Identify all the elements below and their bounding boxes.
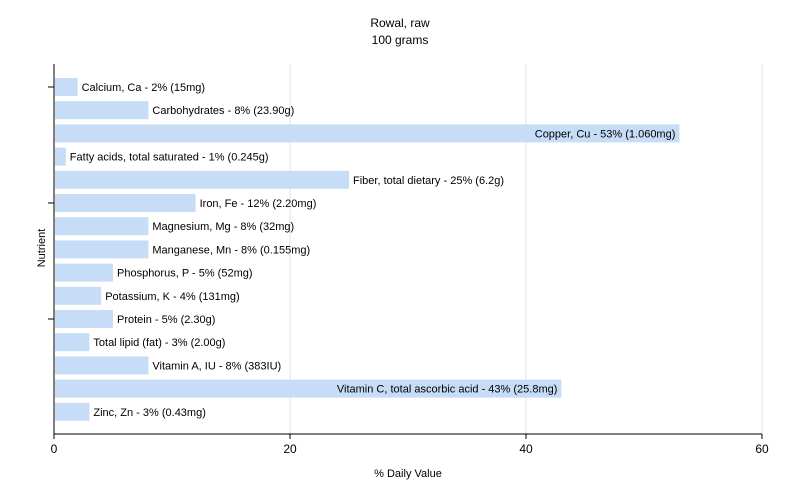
bar xyxy=(55,147,66,166)
x-tick-label: 40 xyxy=(519,442,533,456)
bar-label: Zinc, Zn - 3% (0.43mg) xyxy=(93,407,205,419)
bar xyxy=(55,310,113,328)
bar xyxy=(55,356,149,375)
bar xyxy=(55,170,349,189)
chart-subtitle: 100 grams xyxy=(372,33,429,47)
bar-label: Potassium, K - 4% (131mg) xyxy=(105,291,240,303)
bar xyxy=(55,101,149,120)
bar xyxy=(55,402,90,421)
bar-label: Calcium, Ca - 2% (15mg) xyxy=(82,82,205,94)
x-axis-title: % Daily Value xyxy=(374,468,442,480)
bar-label: Iron, Fe - 12% (2.20mg) xyxy=(200,198,317,210)
chart-title: Rowal, raw xyxy=(370,16,430,30)
bar xyxy=(55,379,562,398)
bar xyxy=(55,217,149,236)
bar xyxy=(55,263,113,282)
bar-label: Fatty acids, total saturated - 1% (0.245… xyxy=(70,152,269,164)
x-tick-label: 0 xyxy=(51,442,58,456)
bar xyxy=(55,240,149,259)
bar xyxy=(55,124,680,143)
axis-layer: 0 20 40 60 xyxy=(48,64,769,456)
bar-label: Copper, Cu - 53% (1.060mg) xyxy=(535,128,676,140)
bar xyxy=(55,78,78,96)
bar-layer: Calcium, Ca - 2% (15mg) Carbohydrates - 8… xyxy=(55,78,680,421)
x-tick-label: 20 xyxy=(283,442,297,456)
bar-label: Vitamin A, IU - 8% (383IU) xyxy=(152,360,281,372)
bar xyxy=(55,333,90,352)
bar-label: Carbohydrates - 8% (23.90g) xyxy=(152,105,294,117)
y-axis-title: Nutrient xyxy=(36,229,48,268)
grid-layer xyxy=(289,64,763,434)
bar-label: Magnesium, Mg - 8% (32mg) xyxy=(152,221,294,233)
x-tick-label: 60 xyxy=(755,442,769,456)
bar-label: Phosphorus, P - 5% (52mg) xyxy=(117,268,253,280)
bar-label: Total lipid (fat) - 3% (2.00g) xyxy=(93,337,225,349)
bar-label: Manganese, Mn - 8% (0.155mg) xyxy=(152,244,310,256)
bar xyxy=(55,286,102,305)
bar xyxy=(55,194,196,212)
bar-label: Protein - 5% (2.30g) xyxy=(117,314,215,326)
bar-label: Fiber, total dietary - 25% (6.2g) xyxy=(353,175,504,187)
bar-label: Vitamin C, total ascorbic acid - 43% (25… xyxy=(337,384,558,396)
